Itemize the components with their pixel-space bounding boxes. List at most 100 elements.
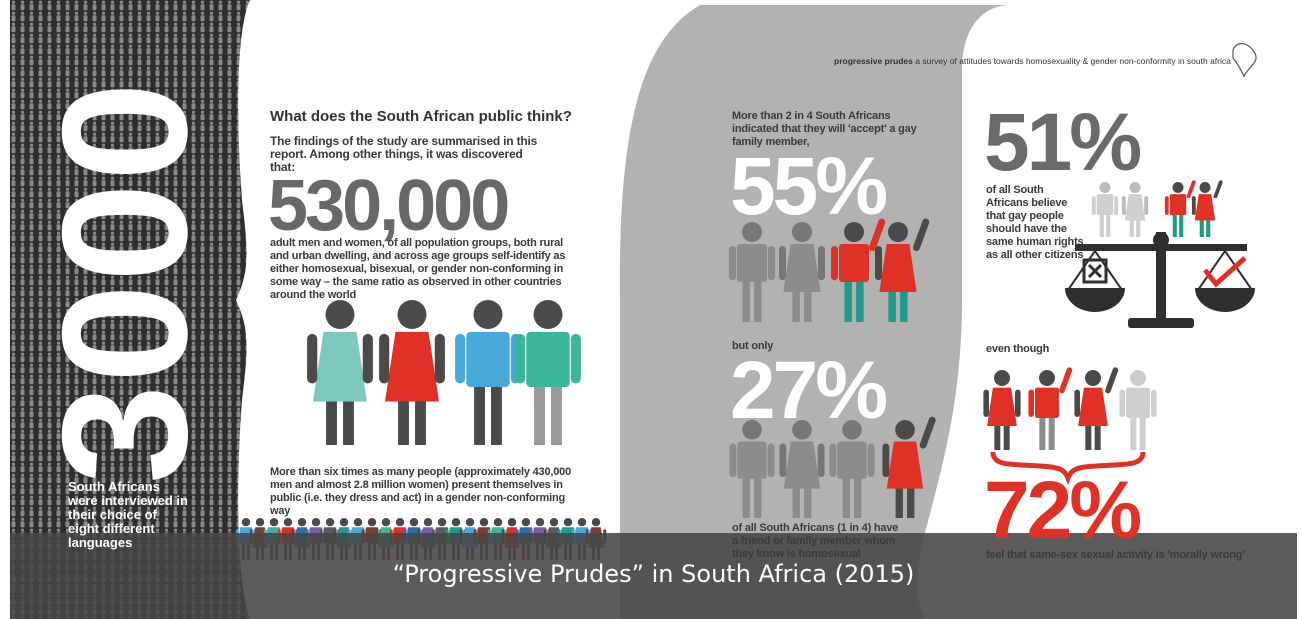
head: [339, 518, 349, 527]
leg: [792, 476, 800, 518]
header: progressive prudes a survey of attitudes…: [834, 56, 1231, 66]
arm: [768, 246, 775, 281]
caption: “Progressive Prudes” in South Africa (20…: [392, 560, 915, 588]
head: [742, 420, 762, 440]
arm: [729, 443, 737, 478]
head: [269, 518, 279, 527]
head: [895, 420, 915, 440]
leg: [551, 384, 562, 445]
leg: [534, 384, 545, 445]
head: [888, 222, 908, 242]
africa-icon: [1232, 43, 1257, 78]
leg: [742, 280, 750, 322]
leg: [994, 416, 1001, 450]
dress: [886, 441, 924, 489]
stat-intro: even though: [986, 343, 1050, 355]
red-brace: [990, 451, 1146, 486]
head: [521, 518, 531, 527]
leg: [895, 476, 903, 518]
dress: [1124, 194, 1146, 221]
head: [742, 222, 762, 242]
torso: [1035, 387, 1059, 418]
heading: What does the South African public think…: [270, 108, 572, 125]
leg: [804, 280, 812, 322]
arm: [1121, 196, 1126, 215]
torso: [466, 331, 510, 387]
head: [842, 420, 862, 440]
head: [493, 518, 503, 527]
stat-description: of all South Africans (1 in 4) have a fr…: [732, 522, 899, 560]
head: [479, 518, 489, 527]
note: More than six times as many people (appr…: [270, 466, 572, 517]
leg: [754, 476, 762, 518]
arm: [1015, 389, 1021, 417]
dress: [879, 244, 917, 292]
arm: [307, 333, 318, 384]
leg: [1206, 213, 1211, 237]
head: [397, 300, 427, 329]
x-mark: [1087, 263, 1103, 279]
head: [533, 300, 563, 329]
torso: [1169, 194, 1187, 215]
scale-pan: [1195, 288, 1255, 312]
dress: [385, 331, 439, 402]
arm: [1164, 196, 1169, 215]
arm: [868, 218, 886, 252]
arm: [434, 333, 445, 384]
leg: [792, 280, 800, 322]
head: [325, 300, 355, 329]
leg: [1085, 416, 1092, 450]
torso: [737, 441, 767, 479]
stat-description: feel that same-sex sexual activity is 'm…: [986, 549, 1245, 561]
head: [507, 518, 517, 527]
figure: 530,000: [268, 166, 510, 246]
leg: [1129, 213, 1134, 237]
panel-caption: South Africans were interviewed in their…: [68, 479, 188, 550]
arm: [362, 333, 373, 384]
dress: [783, 244, 821, 292]
head: [563, 518, 573, 527]
arm: [767, 443, 775, 478]
head: [792, 420, 812, 440]
leg: [804, 476, 812, 518]
head: [283, 518, 293, 527]
head: [367, 518, 377, 527]
arm: [455, 333, 466, 384]
arm: [817, 443, 825, 478]
arm: [1028, 389, 1034, 417]
arm: [1144, 196, 1149, 215]
arm: [1119, 389, 1125, 417]
leg: [1048, 416, 1055, 450]
arm: [729, 246, 736, 281]
head: [395, 518, 405, 527]
head: [792, 222, 812, 242]
head: [549, 518, 559, 527]
stat-figure: 51%: [984, 97, 1142, 188]
stat-intro: but only: [732, 340, 774, 352]
arm: [779, 246, 786, 281]
head: [1129, 182, 1141, 193]
arm: [1059, 367, 1073, 394]
arm: [1191, 196, 1196, 215]
arm: [570, 333, 581, 384]
head: [1085, 370, 1101, 386]
scale-pan: [1065, 288, 1125, 312]
scale-pole: [1156, 232, 1166, 322]
arm: [919, 416, 936, 449]
arm: [1151, 389, 1157, 417]
head: [423, 518, 433, 527]
dress: [783, 441, 821, 489]
leg: [742, 476, 750, 518]
head: [325, 518, 335, 527]
stat-figure: 55%: [730, 141, 888, 232]
leg: [900, 280, 908, 322]
leg: [1136, 213, 1141, 237]
torso: [839, 244, 869, 282]
leg: [844, 280, 852, 322]
dress: [987, 387, 1017, 426]
leg: [1139, 416, 1146, 450]
arm: [867, 443, 875, 478]
scale-strings: [1067, 250, 1253, 291]
head: [577, 518, 587, 527]
arm: [1091, 196, 1096, 215]
